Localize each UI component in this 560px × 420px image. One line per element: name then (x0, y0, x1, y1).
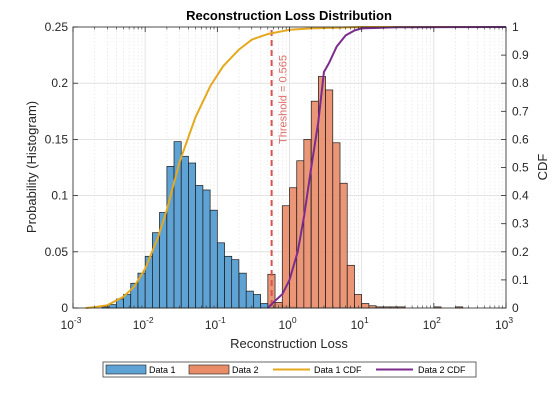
data2-histogram-bar (340, 183, 347, 308)
data2-histogram-bar (333, 143, 340, 308)
data1-histogram-bar (253, 295, 260, 308)
data1-histogram-bar (196, 185, 203, 308)
legend-item-data1-label: Data 1 (149, 365, 176, 375)
data2-histogram-bar (304, 139, 311, 308)
data2-histogram-bar (354, 295, 361, 308)
y-tick-label: 0 (61, 301, 68, 315)
x-axis-label: Reconstruction Loss (230, 336, 348, 351)
data1-histogram-bar (188, 163, 195, 308)
y2-tick-label: 0.3 (512, 217, 529, 231)
y2-tick-label: 0.9 (512, 48, 529, 62)
y-axis-label: Probability (Histogram) (24, 101, 39, 233)
data1-histogram-bar (203, 190, 210, 308)
y-tick-label: 0.1 (51, 189, 68, 203)
y2-tick-label: 0.2 (512, 245, 529, 259)
data1-histogram-bar (210, 210, 217, 308)
data2-histogram-bar (347, 265, 354, 308)
data1-histogram-bar (181, 156, 188, 308)
data1-histogram-bar (246, 291, 253, 308)
y2-tick-label: 0.4 (512, 189, 529, 203)
data2-histogram-bar (326, 90, 333, 308)
y2-axis-label: CDF (535, 154, 550, 181)
y-tick-label: 0.25 (45, 20, 69, 34)
y2-tick-label: 0.5 (512, 161, 529, 175)
y-tick-label: 0.05 (45, 245, 69, 259)
data2-histogram-bar (362, 304, 369, 308)
y2-tick-label: 0.8 (512, 76, 529, 90)
y2-tick-label: 0.7 (512, 104, 529, 118)
data1-histogram-bar (217, 243, 224, 308)
data2-histogram-bar (290, 188, 297, 308)
legend-item-data1-cdf-label: Data 1 CDF (314, 365, 362, 375)
y2-tick-label: 0.6 (512, 132, 529, 146)
legend-item-data2-label: Data 2 (232, 365, 259, 375)
y2-tick-label: 1 (512, 20, 519, 34)
y2-tick-label: 0.1 (512, 273, 529, 287)
data1-histogram-bar (109, 305, 116, 308)
legend-item-data2-swatch (189, 365, 229, 374)
threshold-label: Threshold = 0.565 (278, 55, 290, 144)
data2-histogram-bar (275, 302, 282, 308)
legend-item-data2-cdf-label: Data 2 CDF (418, 365, 466, 375)
data1-histogram-bar (232, 260, 239, 308)
y2-tick-label: 0 (512, 301, 519, 315)
data1-histogram-bar (239, 273, 246, 308)
legend-item-data1-swatch (106, 365, 146, 374)
chart-title: Reconstruction Loss Distribution (186, 8, 392, 23)
data1-histogram-bar (261, 304, 268, 308)
data1-histogram-bar (225, 256, 232, 308)
y-tick-label: 0.15 (45, 132, 69, 146)
y-tick-label: 0.2 (51, 76, 68, 90)
legend: Data 1 Data 2 Data 1 CDF Data 2 CDF (103, 362, 476, 377)
